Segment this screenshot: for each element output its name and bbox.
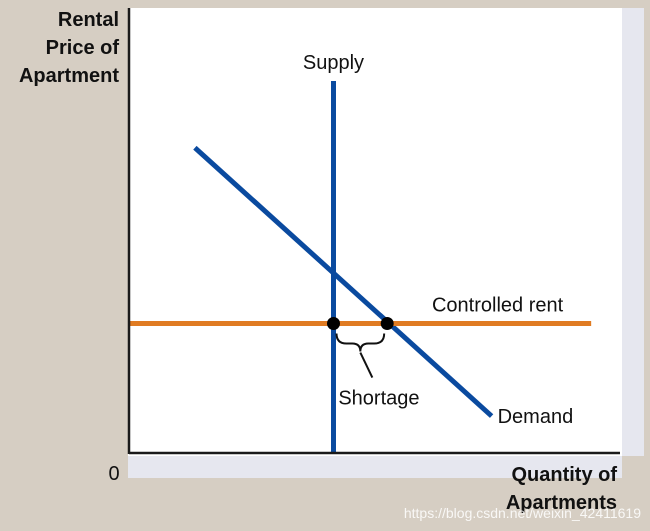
y-axis-title: Rental Price of Apartment: [19, 9, 119, 87]
x-axis-title-line: Quantity of: [511, 464, 617, 486]
x-axis-title-line: Apartments: [506, 492, 617, 514]
series-layer: Supply Demand Controlled rent: [130, 52, 592, 453]
points-layer: [326, 317, 394, 331]
demand-line: [193, 145, 494, 418]
plot-area: [128, 8, 622, 478]
intersection-point: [326, 317, 340, 331]
intersection-point: [380, 317, 394, 331]
shortage-brace: [335, 333, 386, 352]
shortage-leader-line: [359, 352, 374, 378]
y-axis-title-line: Price of: [46, 37, 120, 59]
supply-label: Supply: [303, 52, 364, 74]
plot-side-strip: [622, 8, 644, 456]
watermark: https://blog.csdn.net/weixin_42411619: [404, 505, 641, 521]
x-axis-title: Quantity of Apartments: [506, 464, 617, 514]
shortage-label: Shortage: [338, 388, 419, 410]
y-axis-title-line: Apartment: [19, 65, 119, 87]
demand-label: Demand: [498, 406, 574, 428]
annotation-layer: Shortage: [335, 333, 420, 410]
origin-label: 0: [108, 463, 119, 485]
y-axis-title-line: Rental: [58, 9, 119, 31]
plot-bottom-strip: [128, 456, 622, 478]
controlled-rent-label: Controlled rent: [432, 295, 564, 317]
